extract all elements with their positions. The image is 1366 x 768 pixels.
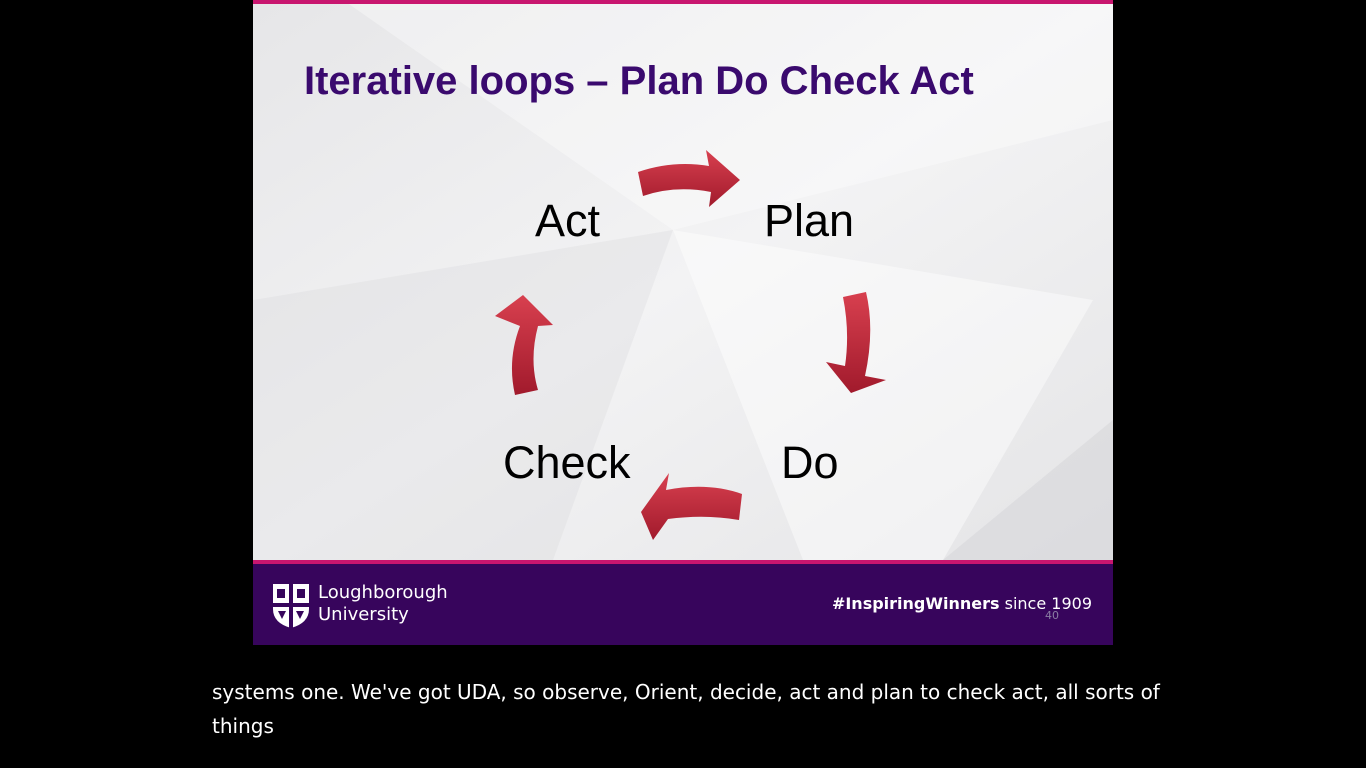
arrow-plan-to-do [826,292,886,393]
slide-footer: Loughborough University #InspiringWinner… [253,564,1113,645]
cycle-label-do: Do [781,437,839,488]
cycle-label-plan: Plan [764,195,855,246]
arrow-act-to-plan [638,150,740,207]
university-name-line1: Loughborough [318,582,448,603]
university-name-line2: University [318,604,409,625]
footer-tagline: #InspiringWinners since 1909 [832,594,1092,614]
slide-page-number: 40 [1045,609,1059,622]
tagline-since: since 1909 [999,594,1092,613]
slide-title: Iterative loops – Plan Do Check Act [304,59,974,103]
university-crest-icon [273,584,309,628]
arrow-check-to-act [495,295,553,395]
slide-top-accent-rule [253,0,1113,4]
tagline-hashtag: #InspiringWinners [831,594,1000,613]
slide-background [253,0,1113,560]
cycle-label-check: Check [503,437,631,488]
arrow-do-to-check [641,473,742,540]
pdca-cycle-arrows [495,150,886,540]
presentation-slide: Iterative loops – Plan Do Check Act Plan… [253,0,1113,645]
subtitle-caption: systems one. We've got UDA, so observe, … [212,680,1160,738]
cycle-label-act: Act [535,195,601,246]
slide-footer-accent-rule [253,560,1113,564]
university-wordmark: Loughborough University [318,582,448,626]
